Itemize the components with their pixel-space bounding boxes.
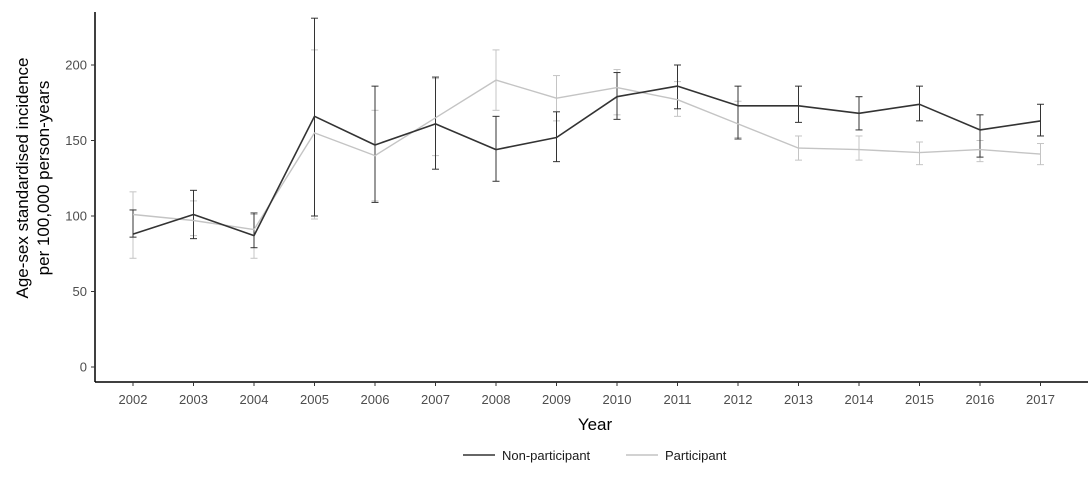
error-bar-non-participant [129,209,137,238]
error-bar-non-participant [1037,103,1044,137]
legend-label-non-participant: Non-participant [502,448,591,463]
x-tick-label: 2006 [361,392,390,407]
x-tick-label: 2016 [966,392,995,407]
y-tick-label: 150 [65,133,87,148]
series-line-non-participant [132,85,1041,237]
y-tick-label: 200 [65,58,87,73]
legend-label-participant: Participant [665,448,727,463]
y-axis-title-line-2: per 100,000 person-years [34,81,53,276]
legend: Non-participant Participant [463,448,727,463]
error-bar-non-participant [734,85,742,140]
x-tick-label: 2008 [482,392,511,407]
axes: 0 50 100 150 200 2002 2003 2004 2005 2006 2007 2008… [65,12,1088,407]
series-lines [132,79,1041,237]
y-tick-label: 50 [73,284,87,299]
error-bar-non-participant [976,114,984,158]
error-bar-non-participant [795,85,802,123]
x-tick-label: 2010 [603,392,632,407]
error-bar-non-participant [250,212,258,249]
x-tick-label: 2014 [845,392,874,407]
y-tick-label: 100 [65,209,87,224]
series-line-participant [132,79,1041,231]
x-axis-title: Year [578,415,613,434]
error-bars [129,17,1044,259]
x-tick-label: 2017 [1026,392,1055,407]
x-tick-label: 2005 [300,392,329,407]
x-tick-label: 2003 [179,392,208,407]
x-tick-label: 2012 [724,392,753,407]
y-axis-title-line-1: Age-sex standardised incidence [13,58,32,299]
x-tick-label: 2002 [119,392,148,407]
x-tick-label: 2013 [784,392,813,407]
x-tick-label: 2007 [421,392,450,407]
x-tick-label: 2011 [664,392,692,407]
y-axis-title: Age-sex standardised incidence per 100,0… [13,58,53,299]
error-bar-participant [855,135,863,161]
y-tick-label: 0 [80,360,87,375]
error-bar-participant [916,141,923,166]
x-tick-label: 2004 [240,392,269,407]
x-tick-label: 2015 [905,392,934,407]
x-tick-label: 2009 [542,392,571,407]
